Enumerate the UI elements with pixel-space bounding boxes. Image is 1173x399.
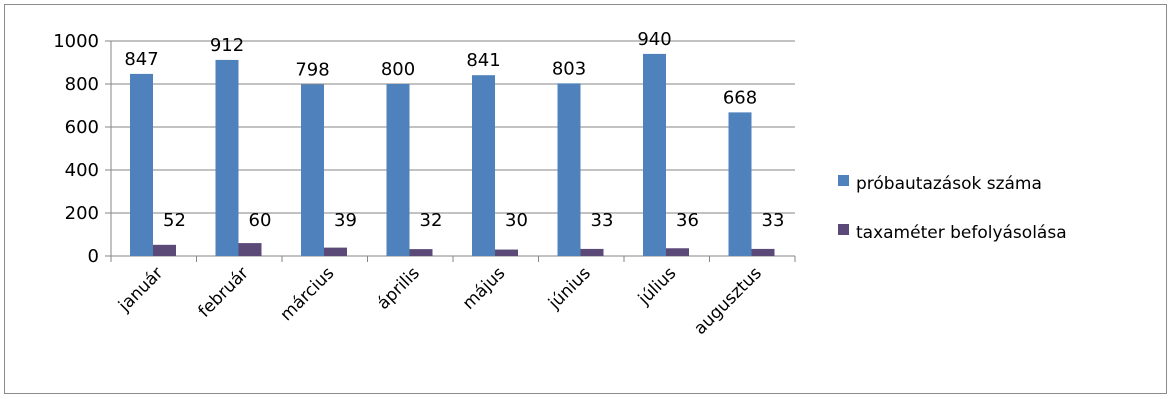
data-label: 940 [637,29,671,50]
data-label: 912 [210,35,244,56]
x-tick-label: január [114,263,167,316]
legend-label: taxaméter befolyásolása [856,223,1067,243]
bar-secondary [238,243,262,256]
data-label: 668 [723,87,757,108]
legend-label: próbautazások száma [856,174,1042,194]
bar-secondary [751,248,775,256]
x-tick-label: augusztus [690,263,766,339]
data-label: 32 [420,210,443,231]
x-tick-label: május [459,263,510,314]
data-label: 847 [124,49,158,70]
data-label: 52 [163,210,186,231]
y-tick-label: 200 [65,203,99,224]
bar-secondary [153,244,176,256]
y-tick-label: 400 [65,160,99,181]
bar-primary [301,84,324,257]
data-label: 36 [676,210,699,231]
data-label: 798 [295,59,329,80]
data-label: 39 [334,210,357,231]
bar-secondary [409,249,433,256]
y-tick-label: 0 [88,246,99,267]
bar-secondary [495,249,518,256]
bar-secondary [580,248,604,256]
data-label: 841 [466,50,500,71]
x-tick-label: április [373,263,423,313]
bar-primary [557,83,581,256]
legend-swatch [838,224,849,235]
data-label: 800 [381,59,415,80]
gridlines [111,40,795,214]
bar-primary [643,53,666,257]
data-label: 33 [591,210,614,231]
chart-frame [4,4,1167,394]
bar-secondary [324,247,347,256]
bar-primary [386,84,410,256]
bar-primary [728,112,752,256]
data-labels: 847 52 912 60 798 39 800 32 841 30 803 33 940 36 668 33 [124,29,784,231]
data-label: 803 [552,58,586,79]
data-label: 30 [505,210,528,231]
bar-primary [472,75,495,256]
data-label: 60 [249,210,272,231]
y-tick-label: 600 [65,117,99,138]
x-tick-label: március [277,263,339,325]
x-tick-label: július [634,263,680,309]
data-label: 33 [762,210,785,231]
x-tick-label: június [544,263,595,314]
y-tick-label: 1000 [53,31,99,52]
bar-primary [215,59,239,256]
legend: próbautazások száma taxaméter befolyásolá… [838,174,1067,243]
bar-secondary [666,248,689,256]
x-tick-label: február [195,263,253,321]
legend-swatch [838,175,849,186]
bar-primary [130,73,153,257]
y-tick-label: 800 [65,74,99,95]
bars [130,53,775,257]
